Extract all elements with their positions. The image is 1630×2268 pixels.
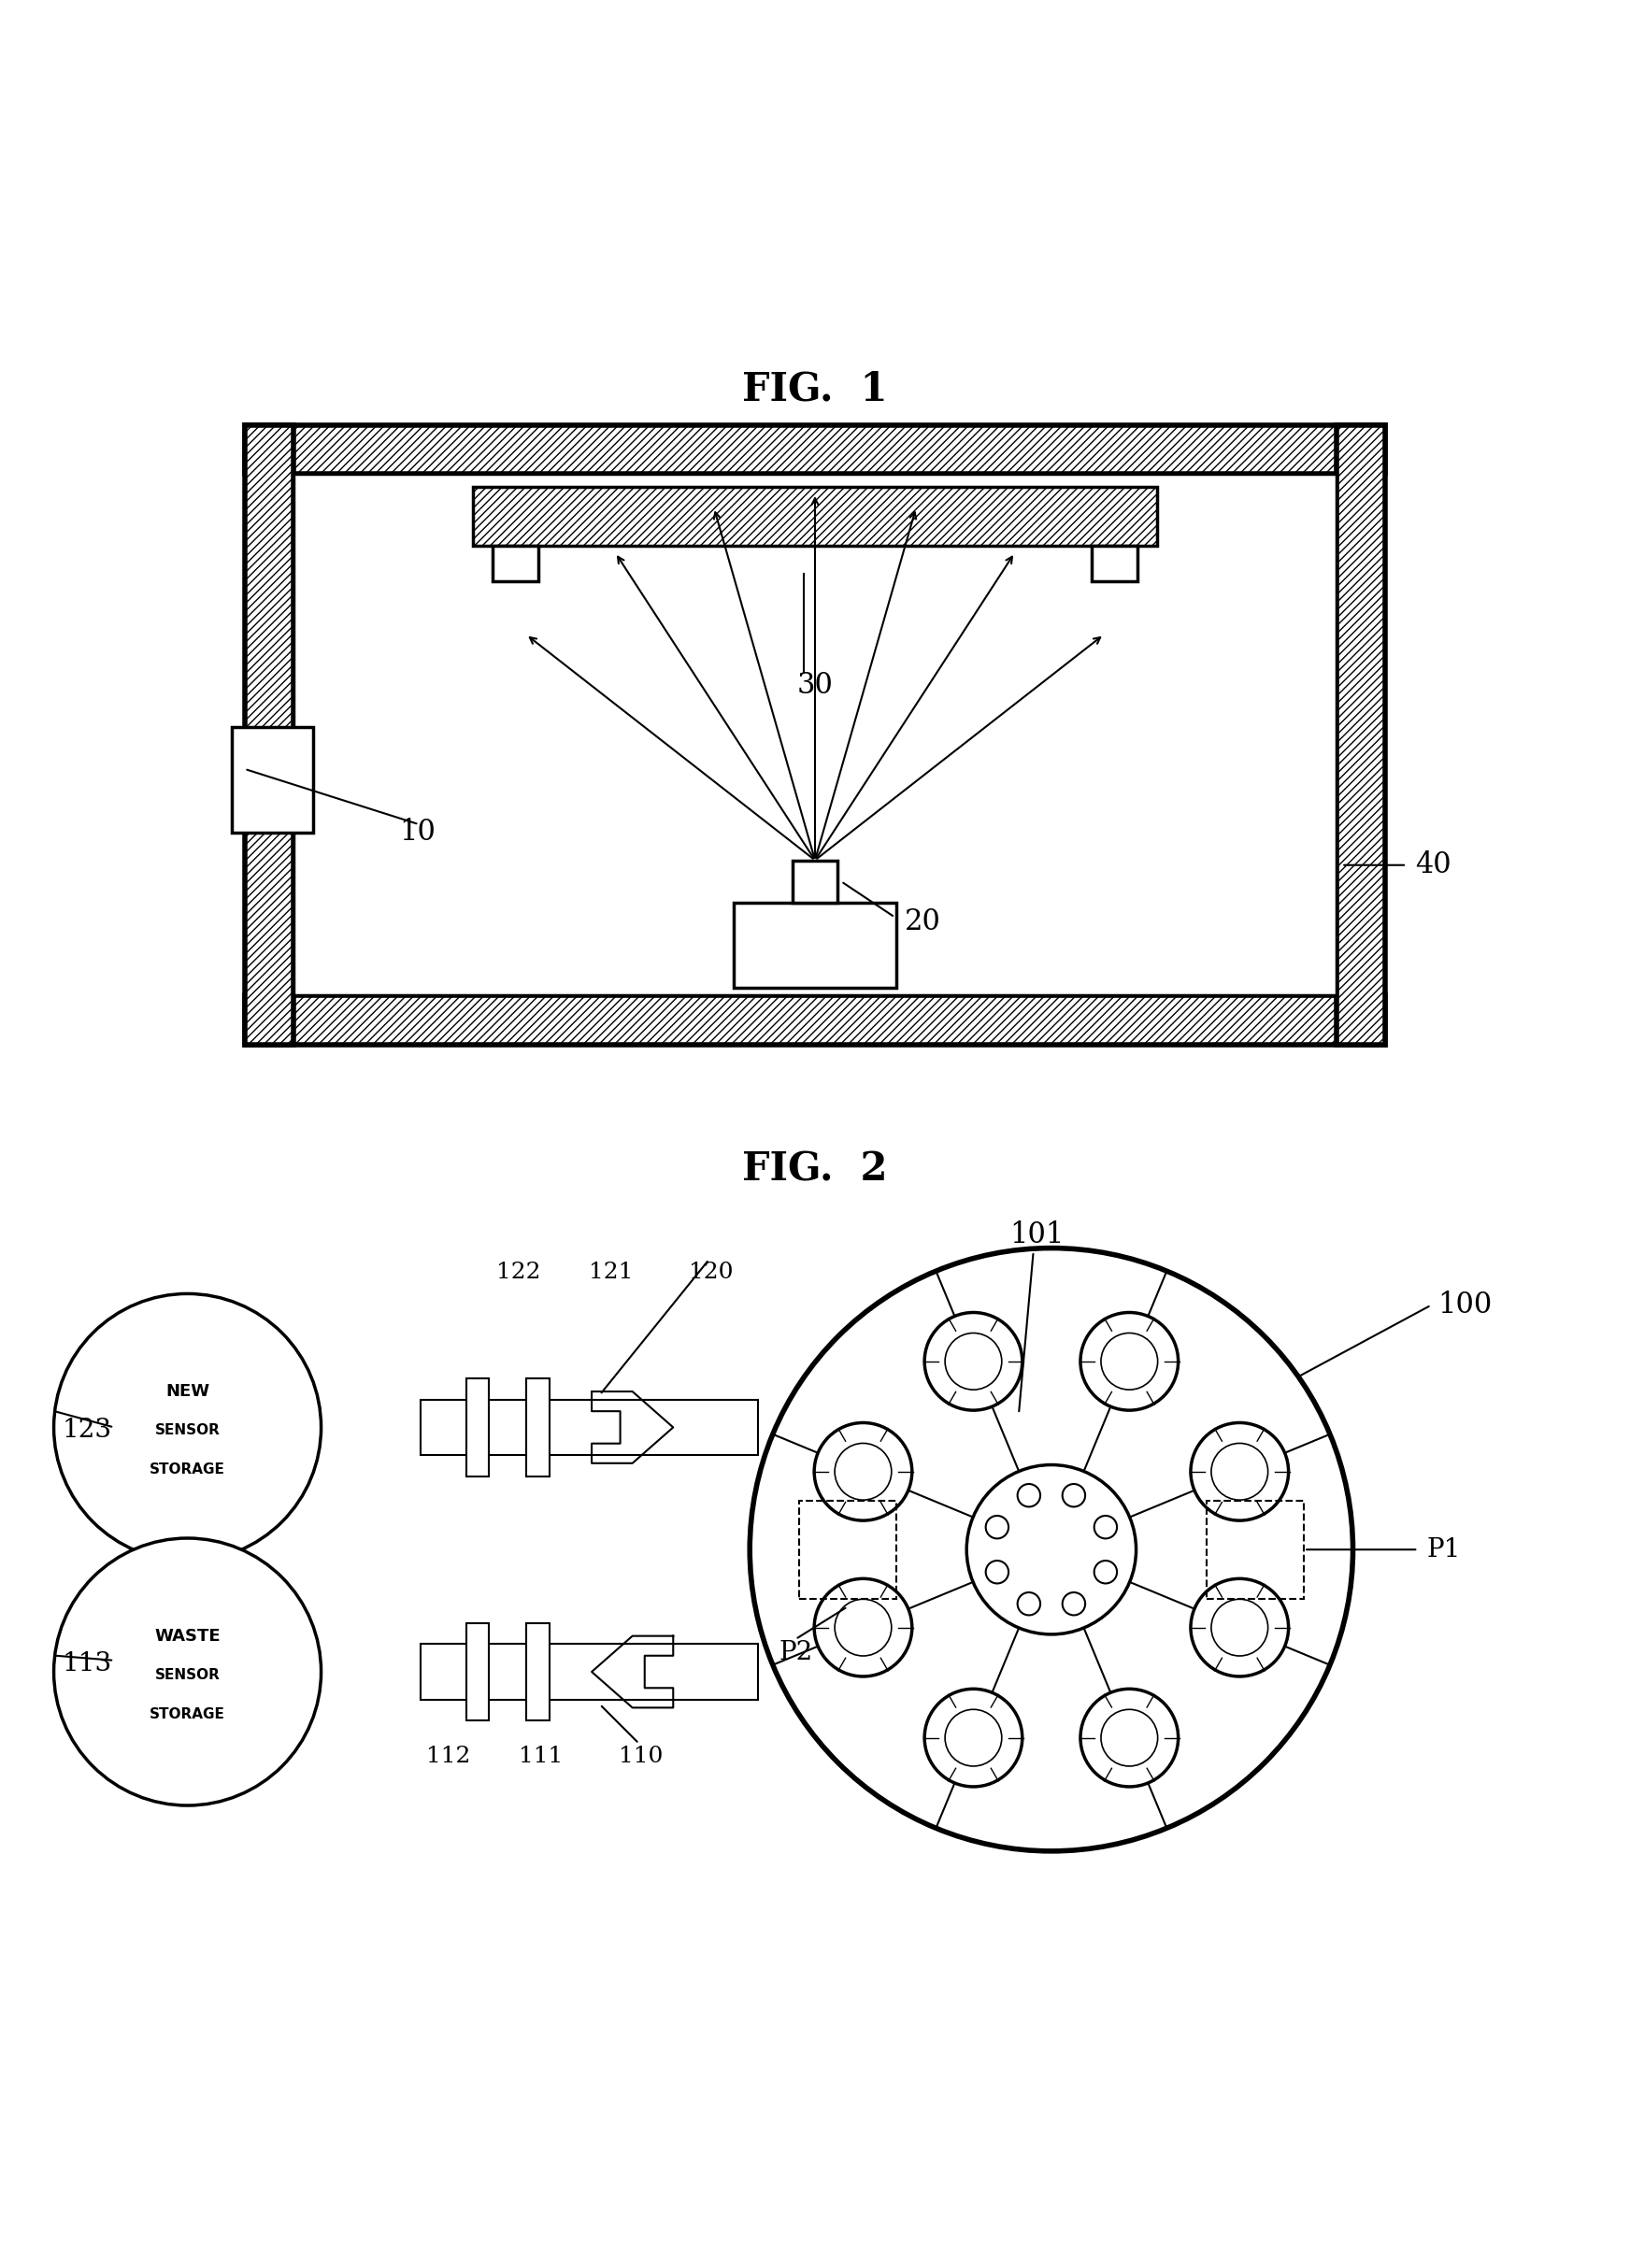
Text: 110: 110 xyxy=(618,1746,663,1767)
Circle shape xyxy=(835,1599,892,1656)
Circle shape xyxy=(1190,1422,1288,1520)
Bar xyxy=(792,860,838,903)
Text: 112: 112 xyxy=(425,1746,471,1767)
Bar xyxy=(231,726,313,832)
Text: 30: 30 xyxy=(797,671,833,701)
Bar xyxy=(244,424,1385,474)
Circle shape xyxy=(986,1515,1009,1538)
Circle shape xyxy=(815,1422,913,1520)
Bar xyxy=(244,424,293,1043)
Circle shape xyxy=(1017,1483,1040,1506)
Circle shape xyxy=(1063,1483,1086,1506)
Text: STORAGE: STORAGE xyxy=(150,1463,225,1476)
Text: STORAGE: STORAGE xyxy=(150,1708,225,1721)
Bar xyxy=(1092,547,1138,581)
Circle shape xyxy=(54,1293,321,1560)
Text: 121: 121 xyxy=(588,1261,634,1284)
Circle shape xyxy=(750,1247,1353,1851)
Circle shape xyxy=(835,1442,892,1499)
Bar xyxy=(1206,1501,1304,1599)
Circle shape xyxy=(815,1579,913,1676)
Circle shape xyxy=(924,1690,1022,1787)
Text: 100: 100 xyxy=(1438,1290,1491,1320)
Circle shape xyxy=(1190,1579,1288,1676)
Bar xyxy=(526,1624,549,1721)
Text: SENSOR: SENSOR xyxy=(155,1424,220,1438)
Bar xyxy=(466,1624,489,1721)
Bar xyxy=(473,488,1157,547)
Text: WASTE: WASTE xyxy=(155,1628,220,1644)
Circle shape xyxy=(54,1538,321,1805)
Text: 122: 122 xyxy=(496,1261,541,1284)
Text: 10: 10 xyxy=(399,819,435,846)
Circle shape xyxy=(1081,1690,1178,1787)
Text: FIG.  1: FIG. 1 xyxy=(742,370,888,408)
Circle shape xyxy=(1211,1442,1268,1499)
Circle shape xyxy=(924,1313,1022,1411)
Circle shape xyxy=(1211,1599,1268,1656)
Bar xyxy=(492,547,538,581)
Bar xyxy=(799,1501,896,1599)
Circle shape xyxy=(945,1710,1002,1767)
Bar xyxy=(293,474,1337,996)
Circle shape xyxy=(1081,1313,1178,1411)
Text: SENSOR: SENSOR xyxy=(155,1667,220,1683)
Circle shape xyxy=(1094,1515,1117,1538)
Text: 40: 40 xyxy=(1415,850,1451,880)
Bar xyxy=(526,1379,549,1476)
Bar xyxy=(421,1644,758,1699)
Bar xyxy=(734,903,897,987)
Bar xyxy=(421,1399,758,1456)
Text: 113: 113 xyxy=(62,1651,111,1676)
Text: NEW: NEW xyxy=(165,1383,210,1399)
Circle shape xyxy=(986,1560,1009,1583)
Text: P2: P2 xyxy=(779,1640,813,1665)
Bar xyxy=(244,996,1385,1043)
Text: 20: 20 xyxy=(905,907,941,937)
Text: P1: P1 xyxy=(1426,1538,1460,1563)
Text: 111: 111 xyxy=(518,1746,564,1767)
Circle shape xyxy=(1100,1334,1157,1390)
Text: 120: 120 xyxy=(688,1261,733,1284)
Circle shape xyxy=(1017,1592,1040,1615)
Circle shape xyxy=(1063,1592,1086,1615)
Bar xyxy=(466,1379,489,1476)
Text: 123: 123 xyxy=(62,1418,111,1442)
Circle shape xyxy=(945,1334,1002,1390)
Circle shape xyxy=(1100,1710,1157,1767)
Text: 101: 101 xyxy=(1009,1220,1064,1250)
Circle shape xyxy=(1094,1560,1117,1583)
Text: FIG.  2: FIG. 2 xyxy=(742,1150,888,1188)
Circle shape xyxy=(967,1465,1136,1635)
Bar xyxy=(1337,424,1386,1043)
